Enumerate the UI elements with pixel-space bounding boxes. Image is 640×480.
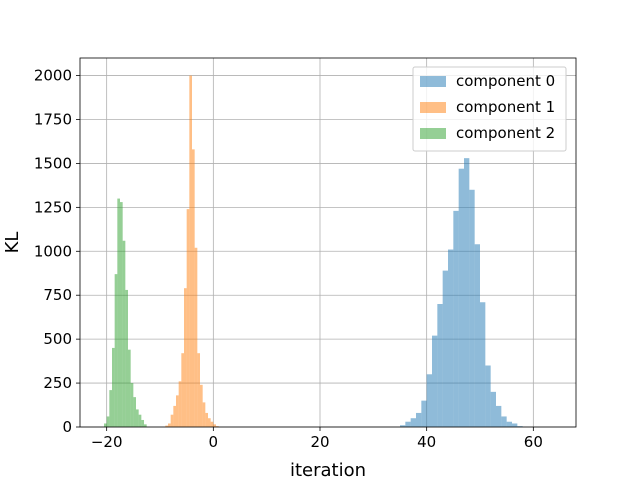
histogram-bar-series-1 — [197, 353, 200, 427]
histogram-bar-series-0 — [506, 421, 512, 427]
legend: component 0 component 1 component 2 — [412, 66, 567, 152]
histogram-bar-series-2 — [112, 347, 115, 427]
histogram-bar-series-1 — [186, 209, 190, 427]
histogram-bar-series-1 — [192, 149, 195, 427]
legend-swatch — [420, 102, 446, 113]
histogram-bar-series-0 — [400, 425, 406, 427]
histogram-bar-series-1 — [178, 381, 182, 427]
histogram-bar-series-0 — [464, 158, 470, 427]
histogram-bar-series-1 — [173, 405, 176, 427]
legend-label: component 0 — [456, 72, 555, 90]
histogram-bar-series-1 — [170, 414, 174, 427]
histogram-bar-series-2 — [133, 397, 136, 427]
histogram-bar-series-2 — [109, 390, 112, 427]
y-tick-label: 750 — [43, 286, 72, 304]
histogram-bar-series-0 — [517, 426, 523, 427]
bars — [104, 75, 523, 428]
y-tick-label: 1500 — [34, 154, 72, 172]
histogram-bar-series-0 — [485, 365, 491, 427]
x-tick-label: 0 — [209, 433, 219, 451]
y-tick-label: 0 — [62, 418, 72, 436]
histogram-bar-series-2 — [104, 423, 107, 427]
x-tick-label: 60 — [524, 433, 543, 451]
histogram-bar-series-1 — [176, 395, 179, 427]
legend-swatch — [420, 128, 446, 139]
axis-ticks: −20 0 20 40 60 0 250 500 750 1000 1250 1500 1750 2000 — [34, 67, 543, 451]
histogram-bar-series-0 — [453, 210, 459, 427]
histogram-bar-series-0 — [437, 304, 443, 427]
histogram-bar-series-2 — [130, 383, 134, 427]
histogram-bar-series-0 — [458, 168, 464, 427]
x-tick-label: 40 — [417, 433, 436, 451]
histogram-bar-series-1 — [210, 421, 214, 427]
histogram-bar-series-2 — [106, 416, 110, 427]
histogram-bar-series-2 — [128, 349, 131, 427]
histogram-bar-series-1 — [213, 424, 216, 427]
histogram-bar-series-2 — [141, 419, 144, 427]
histogram-bar-series-1 — [216, 426, 219, 427]
y-tick-label: 1750 — [34, 111, 72, 129]
legend-label: component 1 — [456, 98, 555, 116]
legend-swatch — [420, 76, 446, 87]
histogram-bar-series-0 — [410, 418, 416, 427]
histogram-bar-series-1 — [189, 75, 192, 428]
histogram-bar-series-0 — [469, 189, 475, 427]
histogram-bar-series-1 — [205, 412, 208, 427]
legend-label: component 2 — [456, 124, 555, 142]
histogram-bar-series-0 — [448, 249, 454, 427]
histogram-bar-series-1 — [208, 418, 211, 427]
histogram-bar-series-1 — [202, 402, 206, 427]
histogram-bar-series-0 — [421, 400, 427, 427]
histogram-bar-series-2 — [136, 409, 139, 427]
legend-box — [412, 66, 567, 152]
histogram-bar-series-0 — [432, 335, 438, 427]
histogram-bar-series-0 — [501, 416, 507, 427]
y-tick-label: 2000 — [34, 67, 72, 85]
histogram-bar-series-0 — [416, 412, 422, 427]
x-axis-label: iteration — [290, 460, 366, 480]
histogram-bar-series-2 — [120, 202, 123, 427]
histogram-bar-series-0 — [480, 302, 486, 427]
histogram-bar-series-2 — [138, 414, 142, 427]
histogram-bar-series-0 — [426, 374, 432, 427]
histogram-bar-series-0 — [442, 270, 448, 427]
histogram-bar-series-1 — [200, 384, 203, 427]
histogram-bar-series-0 — [512, 423, 518, 427]
histogram-bar-series-2 — [125, 289, 128, 427]
histogram-bar-series-1 — [181, 353, 184, 427]
x-tick-label: −20 — [91, 433, 123, 451]
x-tick-label: 20 — [310, 433, 329, 451]
histogram-bar-series-2 — [114, 274, 118, 427]
histogram-bar-series-0 — [490, 391, 496, 427]
histogram-bar-series-0 — [405, 421, 411, 427]
y-tick-label: 1000 — [34, 242, 72, 260]
histogram-bar-series-0 — [496, 405, 502, 427]
y-axis-label: KL — [2, 232, 23, 254]
histogram-bar-series-2 — [144, 424, 147, 427]
histogram-bar-series-1 — [168, 423, 171, 427]
y-tick-label: 250 — [43, 374, 72, 392]
histogram-bar-series-1 — [184, 288, 187, 427]
histogram-bar-series-1 — [165, 425, 168, 427]
y-tick-label: 500 — [43, 330, 72, 348]
histogram-bar-series-2 — [122, 240, 126, 427]
histogram-bar-series-2 — [117, 198, 120, 427]
plot-frame — [79, 57, 577, 428]
y-tick-label: 1250 — [34, 198, 72, 216]
histogram-bar-series-1 — [194, 247, 198, 427]
histogram-bar-series-0 — [474, 244, 480, 427]
